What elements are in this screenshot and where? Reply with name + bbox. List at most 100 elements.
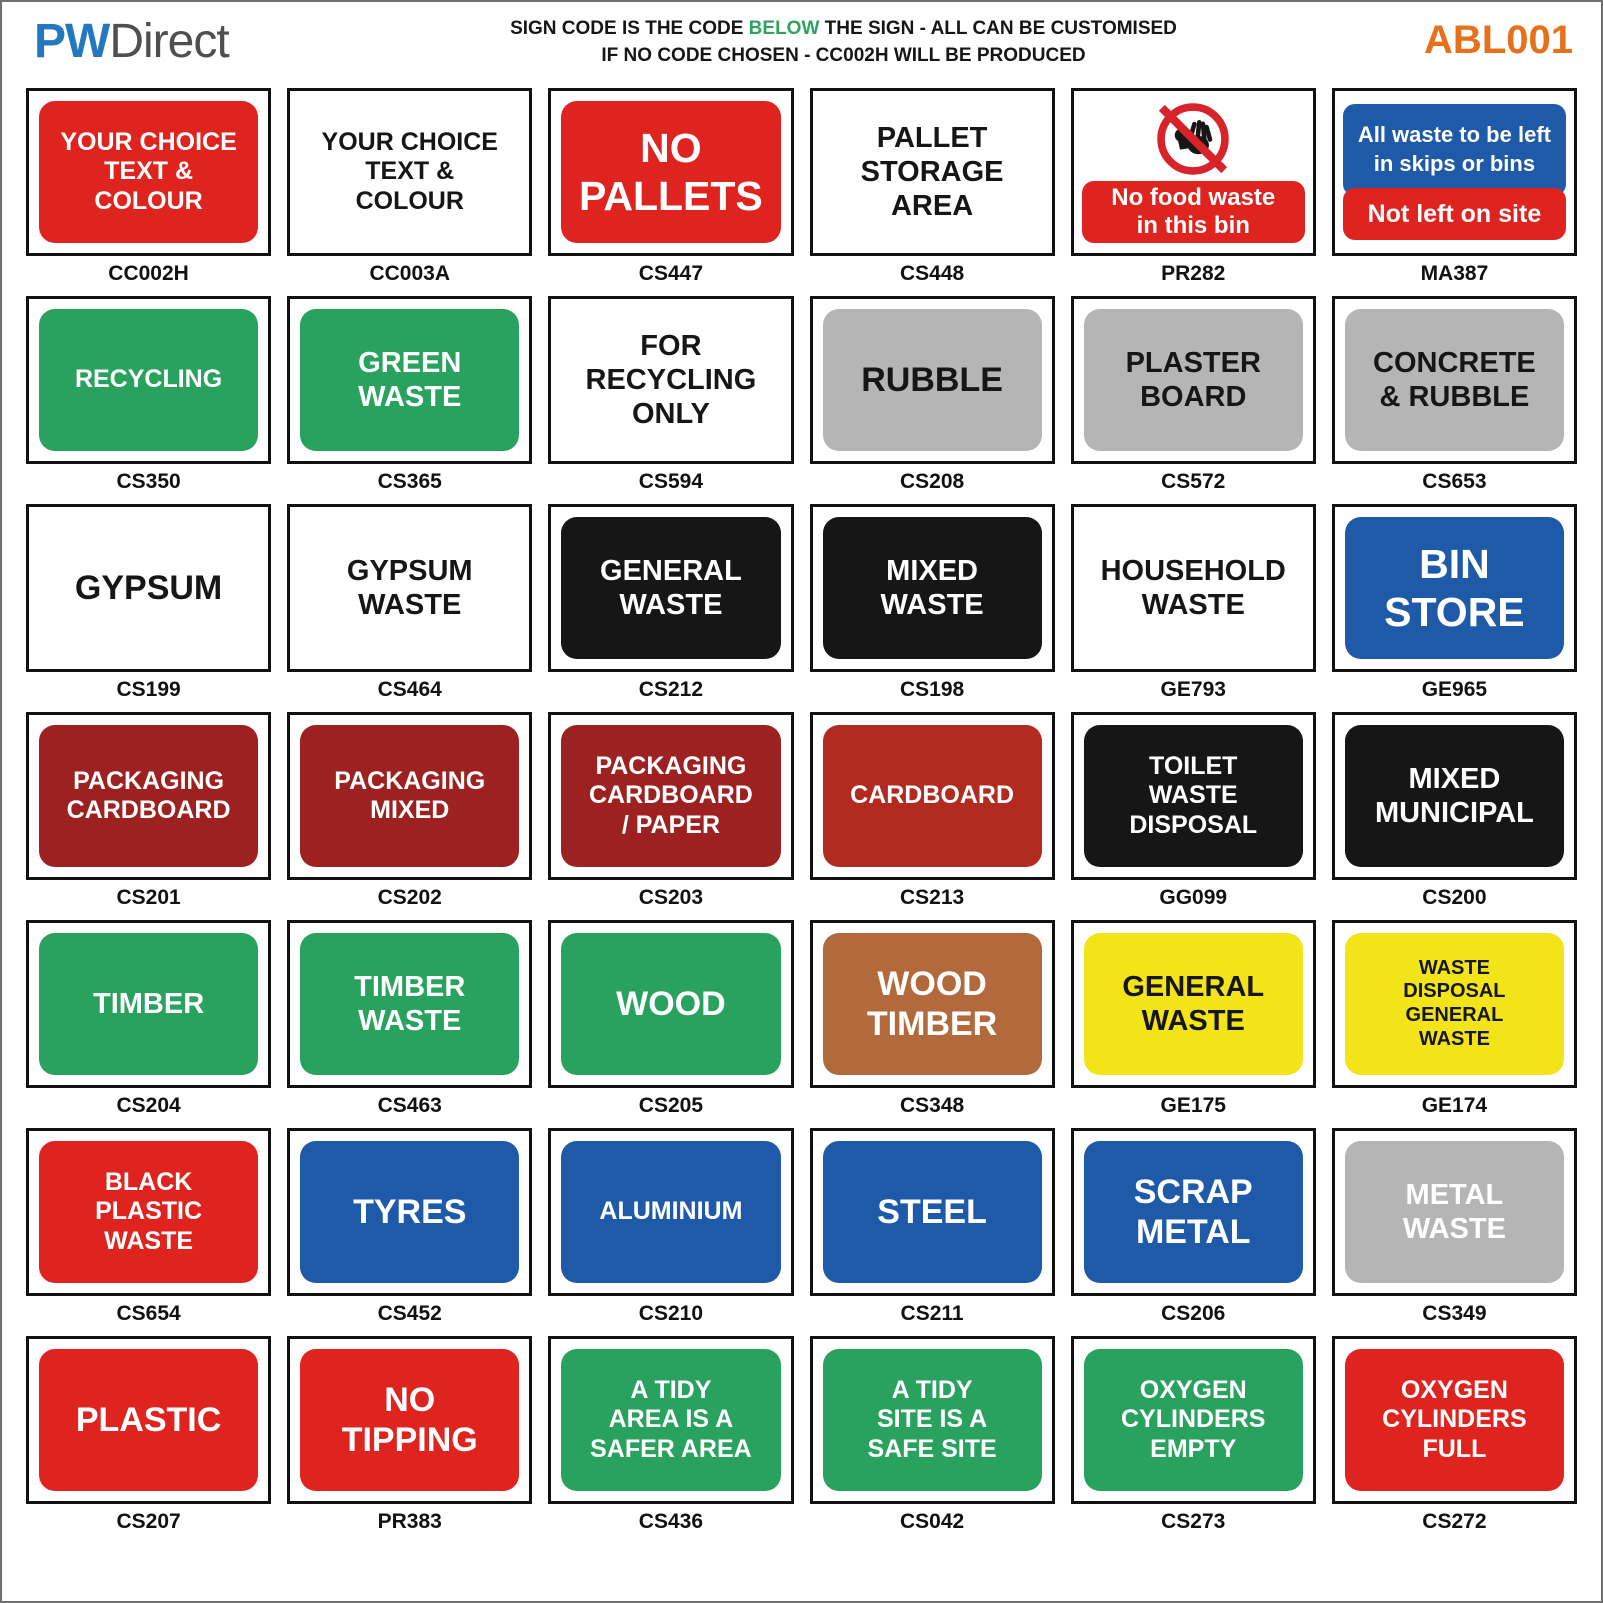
sign-code: CS594 [638,470,704,493]
sign-text-line: PACKAGING [334,766,486,795]
sign-text-line: CYLINDERS [1382,1405,1527,1434]
sign-text-line: WASTE [880,589,984,621]
sign-cell: WASTE DISPOSAL GENERAL WASTE GE174 [1331,920,1577,1116]
sign-tile-cs207: PLASTIC [26,1336,272,1504]
sign-code: GE965 [1421,678,1488,701]
sign-cell: No food waste in this bin PR282 [1070,88,1316,284]
sign-text-line: COLOUR [94,186,203,215]
sign-text-line: TEXT & [104,157,194,186]
sign-text-line: in skips or bins [1373,151,1536,176]
two-panel-sign-body: All waste to be left in skips or bins Not … [1342,99,1566,245]
sign-panel: WOOD [561,933,781,1075]
header: PWDirect SIGN CODE IS THE CODE BELOW THE… [26,10,1577,82]
sign-panel: WOOD TIMBER [822,933,1042,1075]
sign-grid: YOUR CHOICE TEXT & COLOUR CC002H YOUR CHOICE… [26,88,1577,1532]
sign-tile-cs653: CONCRETE & RUBBLE [1331,296,1577,464]
sign-cell: SCRAP METAL CS206 [1070,1128,1316,1324]
sign-cell: NO PALLETS CS447 [548,88,794,284]
sign-text-line: MIXED [1408,762,1501,795]
sign-tile-cs042: A TIDY SITE IS A SAFE SITE [809,1336,1055,1504]
sign-code: CS210 [638,1302,704,1325]
sign-text-line: CARDBOARD [588,781,753,810]
sign-text-line: DISPOSAL [1129,810,1258,839]
sign-tile-cs447: NO PALLETS [548,88,794,256]
sign-code: GE175 [1160,1094,1226,1117]
sign-tile-cs594: FOR RECYCLING ONLY [548,296,794,464]
sign-panel: YOUR CHOICE TEXT & COLOUR [39,101,259,243]
sign-tile-cs463: TIMBER WASTE [287,920,533,1088]
sign-code: CS365 [377,470,442,493]
sign-cell: TOILET WASTE DISPOSAL GG099 [1070,712,1316,908]
sign-tile-cs199: GYPSUM [26,504,272,672]
sign-text-line: & RUBBLE [1379,381,1530,413]
sign-cell: HOUSEHOLD WASTE GE793 [1070,504,1316,701]
sign-text-line: RUBBLE [861,360,1003,399]
sign-cell: All waste to be left in skips or bins Not … [1331,88,1577,285]
sign-cell: TIMBER WASTE CS463 [287,920,533,1116]
sign-cell: STEEL CS211 [809,1128,1055,1324]
sign-tile-ge965: BIN STORE [1331,504,1577,672]
sign-cell: GENERAL WASTE GE175 [1070,920,1316,1117]
sign-code: GE793 [1160,678,1226,701]
sign-cell: PACKAGING MIXED CS202 [287,712,533,909]
notice-line1-suffix: THE SIGN - ALL CAN BE CUSTOMISED [819,18,1177,39]
sign-panel: RECYCLING [39,309,259,451]
sign-tile-ge793: HOUSEHOLD WASTE [1070,504,1316,672]
sign-code: CS273 [1161,1510,1226,1533]
logo-pw: PW [34,15,110,68]
sign-tile-cs572: PLASTER BOARD [1070,296,1316,464]
sign-panel: A TIDY SITE IS A SAFE SITE [822,1349,1042,1491]
sign-code: CS212 [638,678,704,701]
sign-text-line: All waste to be left [1357,122,1551,148]
sign-panel: PACKAGING CARDBOARD / PAPER [561,725,781,867]
notice-line-1: SIGN CODE IS THE CODE BELOW THE SIGN - A… [334,16,1353,43]
sign-code: CS207 [116,1510,181,1533]
sign-text-line: WASTE [1402,1213,1506,1245]
sign-text-line: WASTE [1418,1027,1490,1050]
sign-code: CS213 [899,886,965,909]
sign-cell: PALLET STORAGE AREA CS448 [809,88,1055,284]
sign-tile-cs200: MIXED MUNICIPAL [1331,712,1577,880]
sign-panel: TIMBER WASTE [300,933,520,1075]
sign-text-line: TEXT & [365,157,455,186]
sign-code: PR383 [377,1510,442,1533]
sign-cell: YOUR CHOICE TEXT & COLOUR CC003A [287,88,533,284]
sign-panel: METAL WASTE [1344,1141,1564,1283]
sign-text-line: GYPSUM [346,554,473,587]
sign-text-line: WASTE [358,589,462,621]
sign-text-line: TIPPING [341,1421,478,1459]
sign-text-line: WOOD [616,984,726,1023]
sign-panel: OXYGEN CYLINDERS FULL [1344,1349,1564,1491]
sign-panel: CARDBOARD [822,725,1042,867]
sign-code: CS202 [377,886,442,909]
sheet-code: ABL001 [1424,18,1573,62]
sign-text-line: YOUR CHOICE [321,127,498,156]
sign-code: CS572 [1161,470,1226,493]
sign-tile-cs210: ALUMINIUM [548,1128,794,1296]
sign-cell: CARDBOARD CS213 [809,712,1055,909]
sign-tile-cs204: TIMBER [26,920,272,1088]
sign-text-line: OXYGEN [1400,1375,1508,1404]
sign-tile-pr383: NO TIPPING [287,1336,533,1504]
sign-tile-cs436: A TIDY AREA IS A SAFER AREA [548,1336,794,1504]
sign-code: CS464 [377,678,442,701]
sign-cell: FOR RECYCLING ONLY CS594 [548,296,794,493]
sign-text-line: YOUR CHOICE [60,127,237,156]
sign-text-line: CONCRETE [1373,346,1536,379]
sign-cell: GREEN WASTE CS365 [287,296,533,493]
sign-panel: OXYGEN CYLINDERS EMPTY [1083,1349,1303,1491]
sign-tile-ge174: WASTE DISPOSAL GENERAL WASTE [1331,920,1577,1088]
sign-code: CS653 [1422,470,1487,493]
sign-text-line: NO [640,124,702,171]
pwdirect-logo: PWDirect [26,10,334,69]
sign-cell: BIN STORE GE965 [1331,504,1577,701]
sign-tile-cs206: SCRAP METAL [1070,1128,1316,1296]
sign-code: MA387 [1420,262,1489,285]
sign-text: GYPSUM WASTE [300,517,519,659]
sign-cell: RECYCLING CS350 [26,296,272,492]
sign-text-line: in this bin [1136,212,1250,239]
sign-text-line: GENERAL [1122,970,1265,1003]
sign-code: CS200 [1422,886,1487,909]
sign-code: CS654 [116,1302,181,1325]
sign-text: HOUSEHOLD WASTE [1084,517,1303,659]
